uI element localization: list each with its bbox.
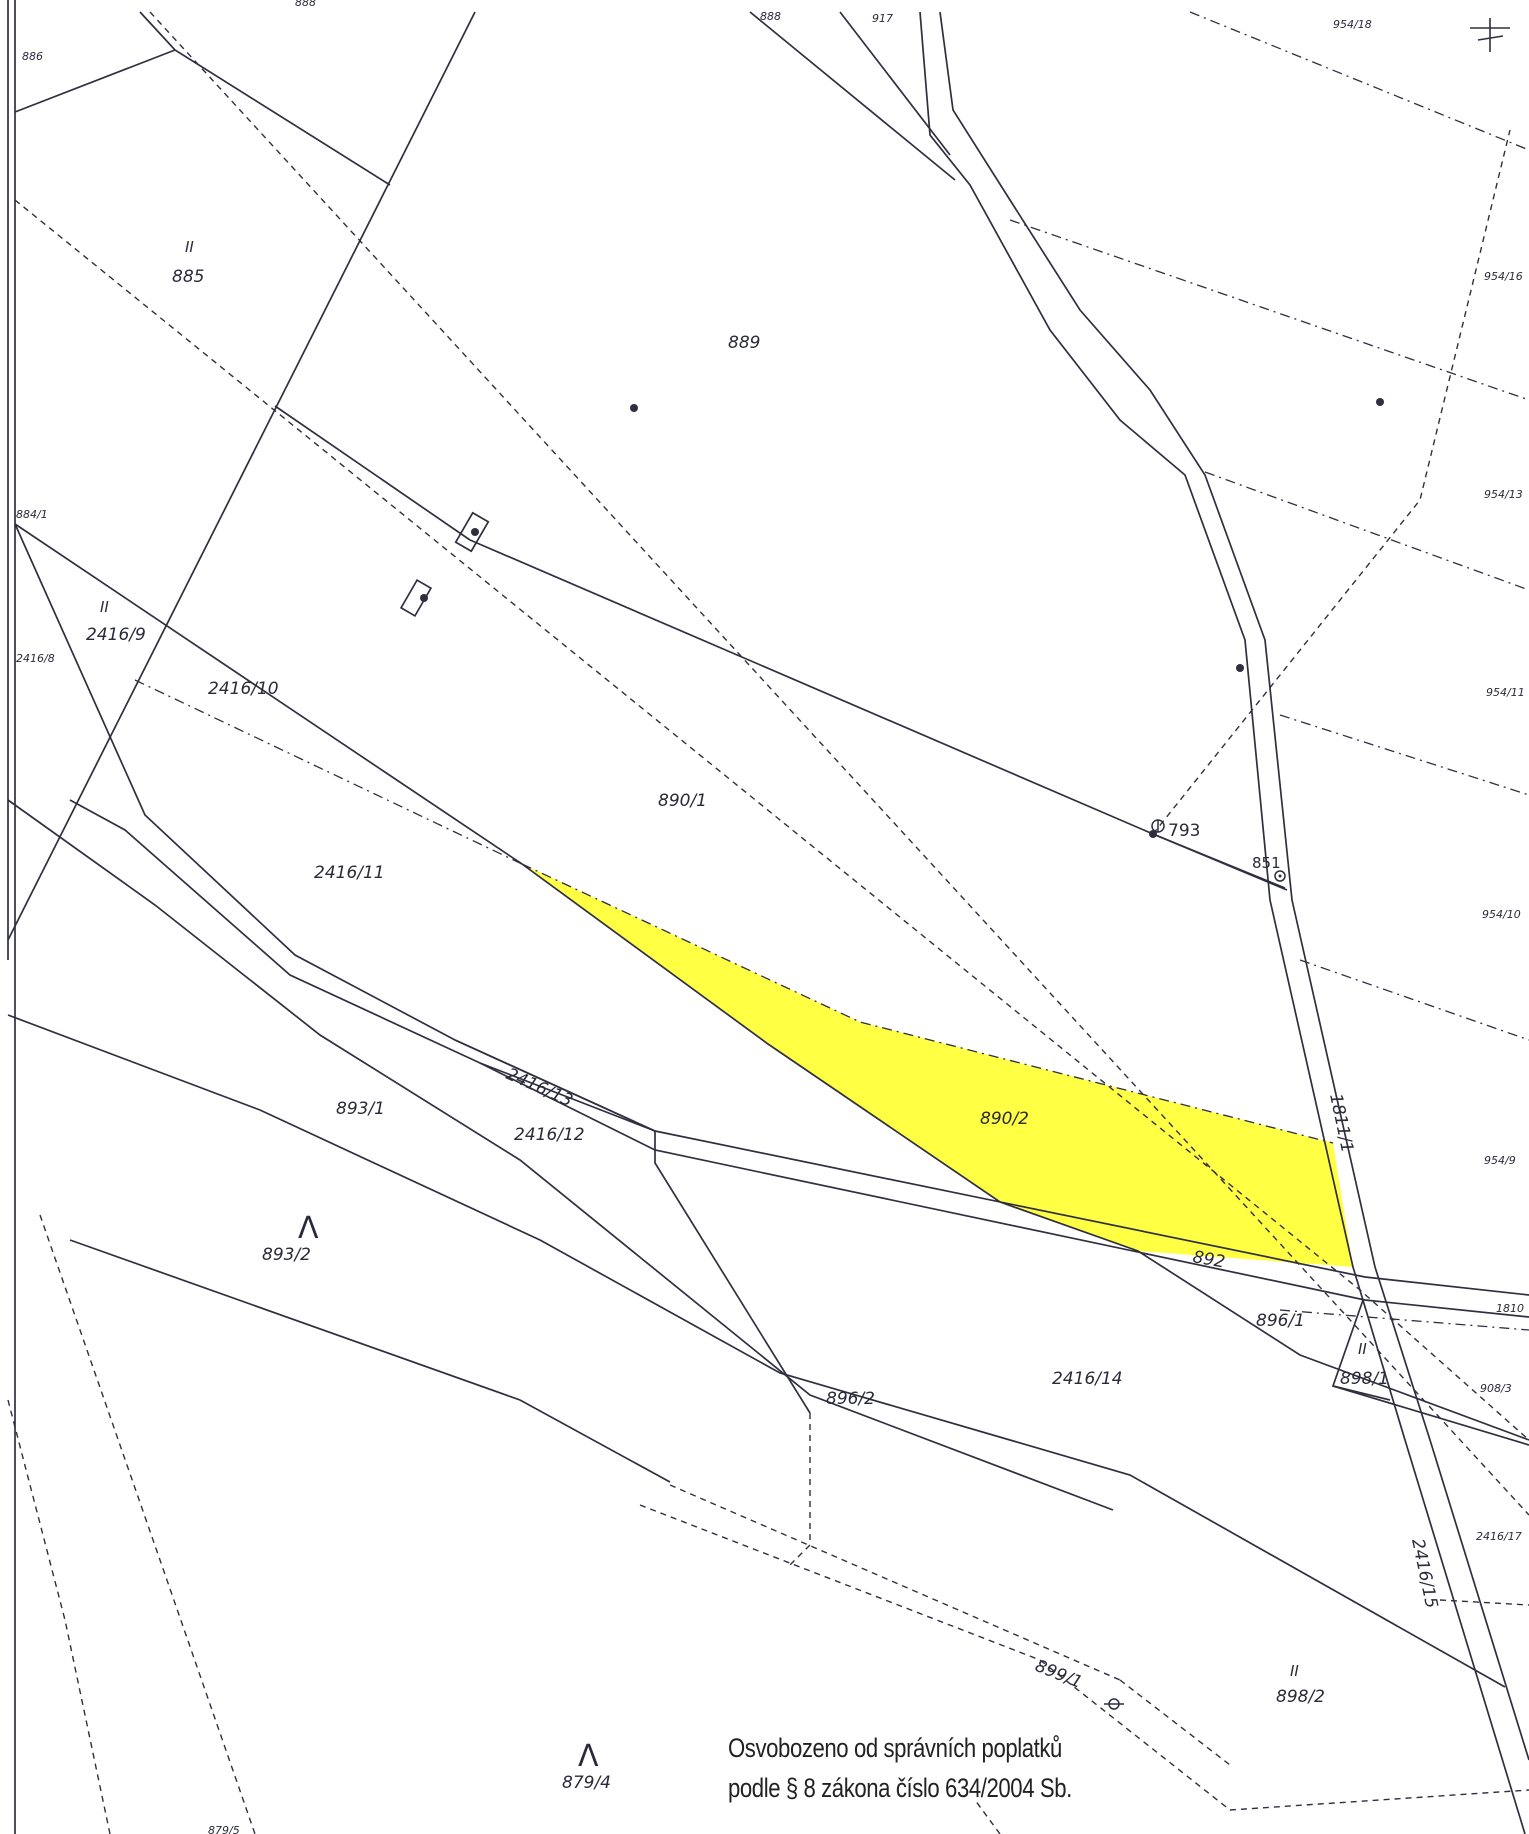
parcel-890-2-highlight[interactable] [522, 864, 1353, 1267]
parcel-label: 2416/10 [208, 679, 279, 699]
parcel-label-highlighted[interactable]: 890/2 [980, 1109, 1029, 1129]
land-use-forest-mark: Λ [298, 1211, 319, 1246]
parcel-label: 889 [728, 333, 760, 353]
parcel-label: 954/16 [1484, 270, 1523, 283]
parcel-label: 954/13 [1484, 488, 1523, 501]
survey-point-851-icon [1274, 870, 1286, 882]
parcel-label: 896/1 [1256, 1311, 1305, 1331]
parcel-label: 2416/13 [503, 1064, 576, 1111]
parcel-label: 898/1 [1340, 1369, 1389, 1389]
parcel-label: 2416/11 [314, 863, 385, 883]
parcel-label: 896/2 [826, 1389, 875, 1409]
parcel-label: 884/1 [16, 508, 48, 521]
stamp-line-1: Osvobozeno od správních poplatků [728, 1733, 1062, 1763]
parcel-label: 2416/14 [1052, 1369, 1123, 1389]
parcel-label: 890/1 [658, 791, 707, 811]
parcel-label: 893/1 [336, 1099, 385, 1119]
parcel-label: 954/10 [1482, 908, 1521, 921]
parcel-label: 898/2 [1276, 1687, 1325, 1707]
parcel-label: 954/11 [1486, 686, 1525, 699]
parcel-label: 885 [172, 267, 204, 287]
survey-point-icon [1236, 664, 1244, 672]
parcel-label: 888 [760, 10, 781, 23]
survey-point-icon [1376, 398, 1384, 406]
stamp-line-2: podle § 8 zákona číslo 634/2004 Sb. [728, 1773, 1072, 1803]
parcel-label: 892 [1191, 1247, 1226, 1272]
parcel-label: 879/5 [208, 1824, 240, 1834]
fee-exemption-stamp: Osvobozeno od správních poplatků podle §… [728, 1728, 1072, 1808]
parcel-label: 888 [295, 0, 316, 9]
land-use-grass-mark: II [1358, 1340, 1367, 1358]
boundary-marker-icon [1104, 1698, 1124, 1710]
parcel-label: 851 [1252, 854, 1281, 872]
parcel-label: 2416/12 [514, 1125, 585, 1145]
north-arrow-icon [1470, 18, 1510, 52]
survey-point-icon [630, 404, 638, 412]
parcel-label: 917 [872, 12, 893, 25]
parcel-label: 954/9 [1484, 1154, 1516, 1167]
parcel-label: 908/3 [1480, 1382, 1512, 1395]
parcel-label: 793 [1168, 821, 1200, 841]
parcel-label: 954/18 [1333, 18, 1372, 31]
survey-point-793-icon [1151, 819, 1165, 833]
parcel-label: 2416/8 [16, 652, 55, 665]
parcel-label: 886 [22, 50, 43, 63]
parcel-label: 2416/15 [1407, 1537, 1441, 1610]
parcel-label: 2416/9 [86, 625, 146, 645]
parcel-label: 893/2 [262, 1245, 311, 1265]
parcel-label: 2416/17 [1476, 1530, 1522, 1543]
land-use-forest-mark: Λ [578, 1739, 599, 1774]
parcel-label: 1810 [1496, 1302, 1524, 1315]
land-use-grass-mark: II [100, 598, 109, 616]
building-icon [399, 578, 433, 618]
building-icon [454, 511, 490, 553]
land-use-grass-mark: II [185, 238, 194, 256]
land-use-grass-mark: II [1290, 1662, 1299, 1680]
parcel-label: 879/4 [562, 1773, 611, 1793]
